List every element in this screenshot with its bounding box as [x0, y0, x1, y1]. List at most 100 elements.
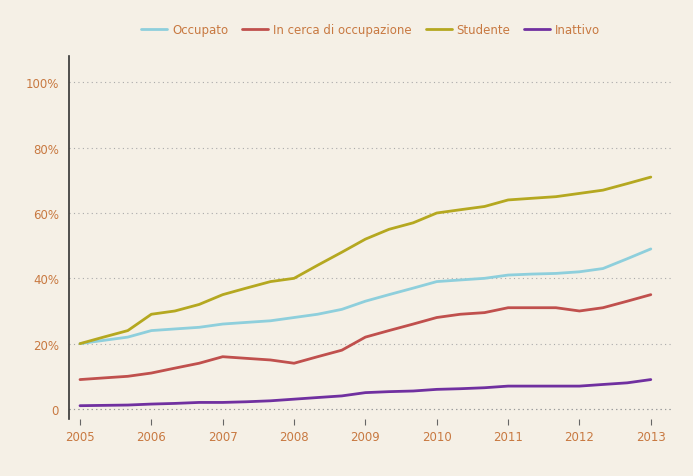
Inattivo	[195, 400, 203, 406]
Inattivo	[242, 399, 250, 405]
Studente	[432, 211, 441, 217]
Occupato	[385, 292, 393, 298]
In cerca di occupazione	[385, 328, 393, 334]
In cerca di occupazione	[623, 299, 631, 305]
Studente	[527, 196, 536, 202]
Inattivo	[409, 388, 417, 394]
Inattivo	[290, 397, 298, 402]
Line: Occupato: Occupato	[80, 249, 651, 344]
Studente	[456, 208, 464, 213]
Inattivo	[170, 401, 179, 407]
Studente	[552, 194, 560, 200]
Occupato	[147, 328, 155, 334]
In cerca di occupazione	[575, 308, 584, 314]
Inattivo	[337, 393, 346, 399]
Inattivo	[623, 380, 631, 386]
In cerca di occupazione	[337, 347, 346, 353]
Studente	[623, 181, 631, 187]
In cerca di occupazione	[242, 356, 250, 361]
Occupato	[552, 271, 560, 277]
Studente	[123, 328, 132, 334]
In cerca di occupazione	[647, 292, 655, 298]
Studente	[147, 312, 155, 317]
Line: In cerca di occupazione: In cerca di occupazione	[80, 295, 651, 380]
In cerca di occupazione	[432, 315, 441, 321]
Studente	[504, 198, 512, 203]
Inattivo	[266, 398, 274, 404]
Studente	[290, 276, 298, 282]
Inattivo	[123, 402, 132, 408]
In cerca di occupazione	[147, 370, 155, 376]
Studente	[170, 308, 179, 314]
Inattivo	[76, 403, 84, 409]
Occupato	[599, 266, 607, 272]
In cerca di occupazione	[290, 361, 298, 367]
Studente	[575, 191, 584, 197]
Occupato	[266, 318, 274, 324]
Occupato	[313, 312, 322, 317]
In cerca di occupazione	[456, 312, 464, 317]
Studente	[337, 250, 346, 256]
In cerca di occupazione	[99, 375, 107, 381]
Inattivo	[385, 389, 393, 395]
Inattivo	[575, 384, 584, 389]
In cerca di occupazione	[599, 305, 607, 311]
Inattivo	[218, 400, 227, 406]
Studente	[242, 286, 250, 291]
Inattivo	[480, 385, 489, 391]
Occupato	[123, 335, 132, 340]
Occupato	[242, 320, 250, 326]
In cerca di occupazione	[313, 354, 322, 360]
Occupato	[195, 325, 203, 330]
Occupato	[99, 338, 107, 344]
Studente	[266, 279, 274, 285]
Studente	[195, 302, 203, 307]
Studente	[99, 335, 107, 340]
In cerca di occupazione	[266, 357, 274, 363]
Occupato	[337, 307, 346, 313]
Occupato	[170, 327, 179, 332]
Inattivo	[313, 395, 322, 400]
In cerca di occupazione	[76, 377, 84, 383]
Inattivo	[647, 377, 655, 383]
Occupato	[647, 247, 655, 252]
Occupato	[504, 273, 512, 278]
In cerca di occupazione	[552, 305, 560, 311]
In cerca di occupazione	[527, 305, 536, 311]
In cerca di occupazione	[361, 335, 369, 340]
Inattivo	[147, 401, 155, 407]
Studente	[480, 204, 489, 210]
Inattivo	[456, 386, 464, 392]
Inattivo	[552, 384, 560, 389]
In cerca di occupazione	[409, 321, 417, 327]
Legend: Occupato, In cerca di occupazione, Studente, Inattivo: Occupato, In cerca di occupazione, Stude…	[137, 20, 605, 42]
Occupato	[409, 286, 417, 291]
Studente	[647, 175, 655, 180]
Studente	[599, 188, 607, 194]
In cerca di occupazione	[195, 361, 203, 367]
Occupato	[432, 279, 441, 285]
Studente	[361, 237, 369, 242]
Inattivo	[527, 384, 536, 389]
Occupato	[361, 299, 369, 305]
Occupato	[456, 278, 464, 283]
Occupato	[575, 269, 584, 275]
Studente	[218, 292, 227, 298]
In cerca di occupazione	[123, 374, 132, 379]
Inattivo	[432, 387, 441, 392]
Inattivo	[361, 390, 369, 396]
Studente	[409, 220, 417, 226]
Occupato	[290, 315, 298, 321]
Occupato	[218, 321, 227, 327]
Occupato	[623, 257, 631, 262]
In cerca di occupazione	[504, 305, 512, 311]
Line: Studente: Studente	[80, 178, 651, 344]
Studente	[385, 227, 393, 233]
Inattivo	[599, 382, 607, 387]
Studente	[76, 341, 84, 347]
Occupato	[527, 272, 536, 278]
Line: Inattivo: Inattivo	[80, 380, 651, 406]
Studente	[313, 263, 322, 268]
In cerca di occupazione	[480, 310, 489, 316]
Inattivo	[99, 403, 107, 408]
